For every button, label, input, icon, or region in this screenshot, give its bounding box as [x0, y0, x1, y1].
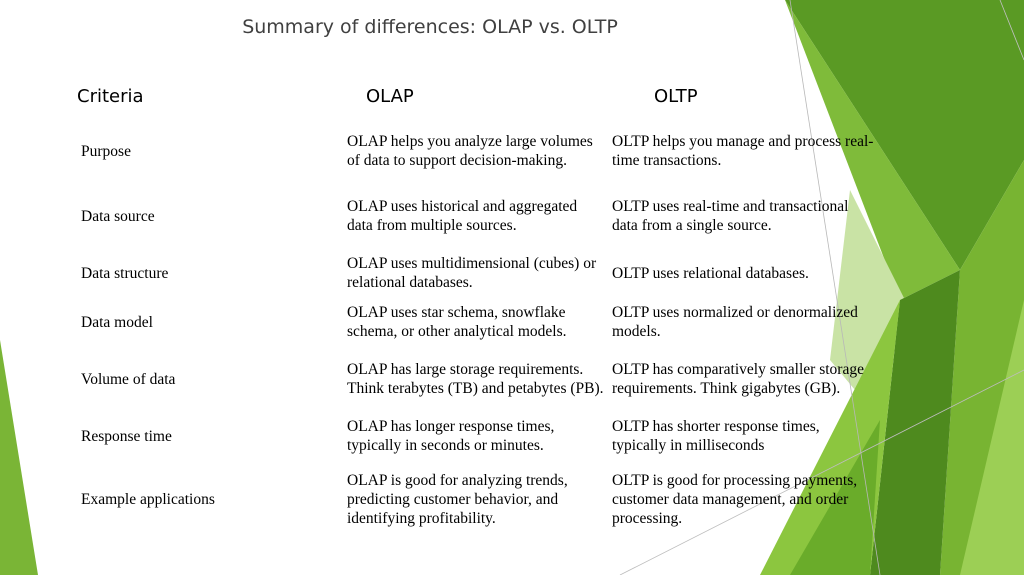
criteria-cell: Volume of data: [81, 370, 176, 388]
oltp-cell: OLTP has shorter response times, typical…: [612, 418, 820, 454]
olap-cell: OLAP is good for analyzing trends, predi…: [347, 471, 568, 527]
facet-top-mid: [785, 0, 960, 300]
criteria-cell: Data structure: [81, 264, 169, 282]
olap-cell: OLAP uses historical and aggregated data…: [347, 198, 578, 234]
table-row: Response time OLAP has longer response t…: [0, 416, 880, 456]
facet-center-dark: [870, 270, 960, 575]
criteria-cell: Response time: [81, 427, 172, 445]
criteria-cell: Data source: [81, 207, 155, 225]
oltp-cell: OLTP uses relational databases.: [612, 264, 809, 282]
header-criteria: Criteria: [77, 86, 144, 107]
oltp-cell: OLTP uses normalized or denormalized mod…: [612, 304, 858, 340]
olap-cell: OLAP uses star schema, snowflake schema,…: [347, 304, 567, 340]
header-oltp: OLTP: [654, 86, 698, 107]
oltp-cell: OLTP helps you manage and process real-t…: [612, 133, 874, 169]
facet-left-bottom: [0, 340, 38, 575]
oltp-cell: OLTP is good for processing payments, cu…: [612, 471, 858, 527]
olap-cell: OLAP uses multidimensional (cubes) or re…: [347, 255, 597, 291]
criteria-cell: Purpose: [81, 142, 131, 160]
thin-line-2: [619, 369, 1024, 575]
table-row: Volume of data OLAP has large storage re…: [0, 350, 880, 408]
criteria-cell: Data model: [81, 313, 153, 331]
facet-top-dark: [785, 0, 1024, 270]
header-olap: OLAP: [366, 86, 414, 107]
olap-cell: OLAP has longer response times, typicall…: [347, 418, 555, 454]
table-row: Data model OLAP uses star schema, snowfl…: [0, 302, 880, 342]
facet-right-light: [960, 300, 1024, 575]
table-row: Example applications OLAP is good for an…: [0, 470, 880, 528]
table-row: Purpose OLAP helps you analyze large vol…: [0, 122, 880, 180]
oltp-cell: OLTP has comparatively smaller storage r…: [612, 361, 864, 397]
thin-line-3: [999, 0, 1024, 61]
thin-line-1: [789, 0, 881, 575]
olap-cell: OLAP has large storage requirements. Thi…: [347, 361, 604, 397]
facet-bottom-mid: [790, 420, 880, 575]
slide-title: Summary of differences: OLAP vs. OLTP: [242, 16, 618, 38]
table-row: Data structure OLAP uses multidimensiona…: [0, 253, 880, 293]
olap-cell: OLAP helps you analyze large volumes of …: [347, 133, 593, 169]
oltp-cell: OLTP uses real-time and transactional da…: [612, 198, 849, 234]
criteria-cell: Example applications: [81, 490, 215, 508]
table-row: Data source OLAP uses historical and agg…: [0, 187, 880, 245]
